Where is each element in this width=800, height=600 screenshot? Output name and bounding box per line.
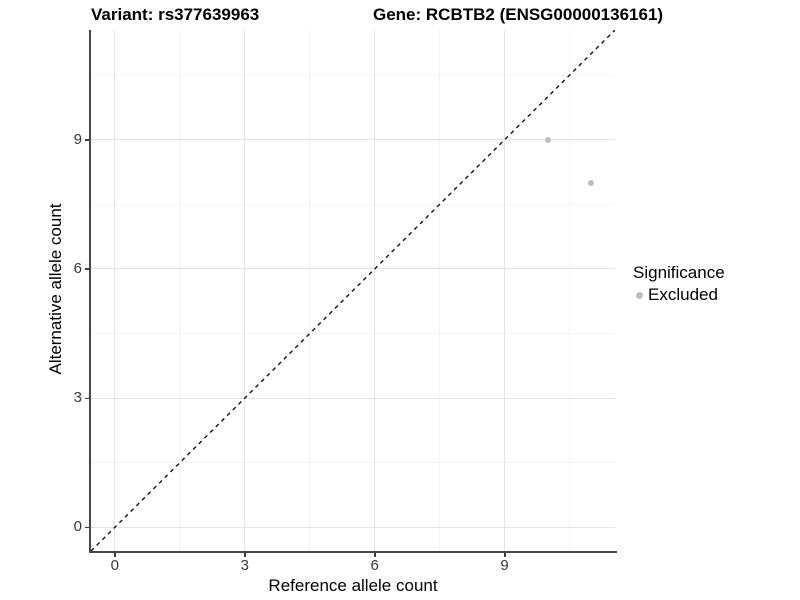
x-tick-mark [114,553,116,557]
legend-title: Significance [633,263,725,282]
x-axis-line [89,551,617,553]
gridline-major-horizontal [91,526,615,528]
gridline-major-vertical [244,30,246,551]
gridline-minor-vertical [569,30,571,551]
gridline-major-horizontal [91,397,615,399]
x-tick-label: 9 [500,557,509,574]
y-tick-label: 3 [73,389,82,407]
gridline-major-vertical [114,30,116,551]
y-tick-mark [85,526,89,529]
gridline-major-horizontal [91,139,615,141]
identity-line [91,30,615,551]
x-tick-mark [244,553,246,557]
gridline-major-horizontal [91,268,615,270]
plot-title-variant: Variant: rs377639963 [91,5,260,24]
y-axis-line [89,30,91,553]
data-point [544,136,551,143]
excluded-point-icon [636,291,643,299]
y-tick-label: 6 [73,259,82,277]
gridline-major-vertical [374,30,376,551]
gridline-minor-horizontal [91,333,615,335]
gridline-major-vertical [504,30,506,551]
x-tick-mark [374,553,376,557]
gridline-minor-vertical [309,30,311,551]
y-tick-mark [85,139,89,141]
plot-title-gene: Gene: RCBTB2 (ENSG00000136161) [373,5,664,24]
legend-item-excluded: Excluded [636,285,725,305]
legend: Significance Excluded [633,262,725,305]
x-tick-label: 3 [240,557,249,574]
legend-item-label: Excluded [648,285,718,304]
x-tick-label: 6 [370,557,379,574]
gridline-minor-vertical [179,30,181,551]
x-axis-title: Reference allele count [268,576,438,595]
data-point [588,179,595,186]
gridline-minor-horizontal [91,462,615,464]
y-axis-title: Alternative allele count [46,203,65,375]
gridline-minor-horizontal [91,203,615,205]
y-tick-mark [85,397,89,400]
x-tick-label: 0 [110,557,119,574]
y-tick-mark [85,268,89,270]
y-tick-label: 9 [73,130,82,148]
y-tick-label: 0 [73,518,82,536]
plot-panel [91,30,615,551]
gridline-minor-vertical [439,30,441,551]
x-tick-mark [504,553,506,557]
gridline-minor-horizontal [91,74,615,76]
